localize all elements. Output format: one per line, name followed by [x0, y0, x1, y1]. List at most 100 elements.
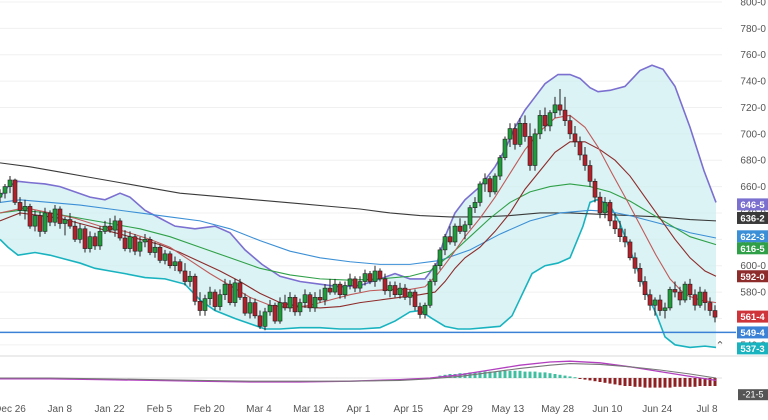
candle-body: [167, 253, 173, 267]
candle-body: [477, 183, 483, 203]
candle: [87, 231, 93, 253]
price-label-box: [737, 270, 768, 283]
macd-histogram-bar: [488, 371, 492, 378]
candle: [232, 278, 238, 307]
macd-histogram-bar: [588, 378, 592, 381]
candle: [157, 244, 163, 264]
candle: [302, 289, 308, 308]
candle-body: [577, 141, 583, 156]
price-label-box: [737, 230, 768, 243]
candle: [537, 110, 543, 140]
candle: [17, 197, 23, 216]
candle-body: [252, 302, 258, 317]
candle: [332, 278, 338, 295]
candle: [222, 278, 228, 300]
candle: [212, 289, 218, 311]
candle: [572, 125, 578, 148]
macd-histogram-bar: [493, 371, 497, 378]
candle: [112, 215, 118, 237]
candle: [427, 278, 433, 308]
candle-body: [327, 287, 333, 293]
candle: [317, 289, 323, 303]
candle-body: [387, 285, 393, 292]
macd-histogram-bar: [528, 371, 532, 378]
candle-body: [37, 215, 43, 232]
x-tick-label: Apr 15: [394, 404, 424, 415]
candle-body: [677, 291, 683, 301]
candle: [137, 236, 143, 257]
candle: [252, 298, 258, 319]
y-tick-label: 740-0: [740, 77, 766, 88]
candle: [42, 207, 48, 235]
macd-histogram-bar: [478, 372, 482, 378]
candle: [182, 263, 188, 286]
candle-body: [257, 315, 263, 327]
candle-body: [77, 228, 83, 240]
macd-histogram-bar: [583, 378, 587, 380]
x-axis: Dec 26 Jan 8 Jan 22 Feb 5 Feb 20 Mar 4 Mar 18 A…: [0, 404, 718, 415]
macd-histogram-bar: [693, 378, 697, 387]
candle-body: [487, 178, 493, 193]
candle: [502, 136, 508, 161]
candle-body: [142, 239, 148, 243]
candle-body: [137, 241, 143, 252]
candle-body: [467, 207, 473, 226]
ma-100-line: [0, 199, 717, 265]
candle-body: [112, 220, 118, 231]
x-tick-label: Apr 1: [347, 404, 371, 415]
candle: [247, 297, 253, 319]
candle-body: [697, 291, 703, 306]
candle: [172, 256, 178, 271]
candle-body: [602, 202, 608, 214]
candle-body: [482, 178, 488, 185]
macd-histogram-bar: [668, 378, 672, 388]
candle: [257, 310, 263, 329]
candle-body: [347, 278, 353, 286]
candle: [102, 220, 108, 235]
candle: [517, 118, 523, 148]
macd-histogram-bar: [713, 378, 717, 386]
candle: [592, 178, 598, 203]
candle: [677, 286, 683, 306]
candle-body: [612, 220, 618, 230]
candle-body: [172, 261, 178, 267]
candle: [67, 212, 73, 229]
candle-body: [2, 186, 8, 194]
candle: [652, 297, 658, 316]
candle: [647, 289, 653, 311]
candle: [27, 203, 33, 229]
candle: [287, 292, 293, 312]
macd-histogram-bar: [563, 375, 567, 378]
macd-histogram-bar: [643, 378, 647, 388]
macd-histogram-bar: [558, 374, 562, 378]
candle: [637, 263, 643, 287]
candle-body: [642, 281, 648, 296]
candle: [527, 123, 533, 171]
candle: [227, 280, 233, 306]
candle: [457, 218, 463, 235]
macd-histogram-bar: [503, 370, 507, 378]
macd-signal-line: [0, 363, 717, 382]
candle: [447, 226, 453, 245]
candle: [532, 128, 538, 171]
collapse-chevron-icon[interactable]: ⌃: [715, 340, 724, 352]
candle: [672, 281, 678, 298]
candle: [322, 284, 328, 306]
candle-body: [272, 304, 278, 322]
candle: [237, 278, 243, 300]
candle: [22, 199, 28, 220]
macd-histogram-bar: [638, 378, 642, 387]
candle: [132, 234, 138, 256]
x-tick-label: Mar 4: [246, 404, 272, 415]
macd-histogram-bar: [533, 371, 537, 378]
macd-histogram-bar: [703, 378, 707, 386]
candle: [522, 115, 528, 142]
macd-histogram-bar: [518, 370, 522, 378]
candle-body: [267, 304, 273, 313]
candle: [337, 281, 343, 299]
candle: [552, 96, 558, 119]
candle: [682, 281, 688, 303]
